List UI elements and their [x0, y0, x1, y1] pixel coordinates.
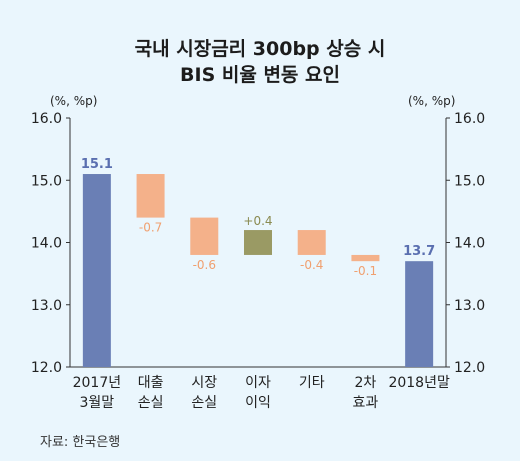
- y-tick-label-right: 12.0: [454, 360, 485, 376]
- y-tick-label-right: 16.0: [454, 111, 485, 127]
- source-note: 자료: 한국은행: [40, 435, 121, 450]
- y-tick-label-right: 13.0: [454, 298, 485, 314]
- bar-4: [297, 230, 326, 255]
- x-tick-label: 기타: [299, 375, 325, 391]
- bar-1: [136, 174, 165, 218]
- bar-3: [244, 230, 272, 255]
- right-axis-unit: (%, %p): [408, 94, 456, 108]
- x-tick-label: 2018년말: [388, 375, 450, 391]
- x-tick-label: 2017년: [73, 375, 122, 391]
- y-tick-label-left: 12.0: [31, 360, 62, 376]
- chart-title-line-2: BIS 비율 변동 요인: [180, 64, 340, 86]
- bar-2: [190, 217, 219, 255]
- x-tick-label: 2차: [355, 375, 377, 391]
- data-label-4: -0.4: [300, 258, 323, 272]
- data-label-3: +0.4: [243, 214, 272, 228]
- y-tick-label-left: 13.0: [31, 298, 62, 314]
- bar-0: [82, 174, 111, 367]
- x-tick-label: 손실: [138, 395, 164, 411]
- data-label-2: -0.6: [193, 258, 216, 272]
- bar-5: [351, 254, 380, 262]
- chart-title-line-1: 국내 시장금리 300bp 상승 시: [134, 38, 386, 60]
- x-tick-label: 이자: [245, 375, 271, 391]
- y-tick-label-left: 15.0: [31, 173, 62, 189]
- x-tick-label: 이익: [245, 395, 271, 411]
- y-tick-label-left: 14.0: [31, 236, 62, 252]
- data-label-6: 13.7: [403, 244, 435, 259]
- x-tick-label: 시장: [191, 375, 217, 391]
- x-tick-label: 손실: [191, 395, 217, 411]
- left-axis-unit: (%, %p): [50, 94, 98, 108]
- y-tick-label-right: 15.0: [454, 173, 485, 189]
- y-tick-label-left: 16.0: [31, 111, 62, 127]
- data-label-0: 15.1: [81, 157, 113, 172]
- data-label-1: -0.7: [139, 221, 162, 235]
- bar-6: [405, 261, 434, 367]
- x-tick-label: 효과: [353, 395, 379, 411]
- y-tick-label-right: 14.0: [454, 236, 485, 252]
- x-tick-label: 3월말: [80, 395, 115, 411]
- x-tick-label: 대출: [138, 375, 164, 391]
- data-label-5: -0.1: [354, 264, 377, 278]
